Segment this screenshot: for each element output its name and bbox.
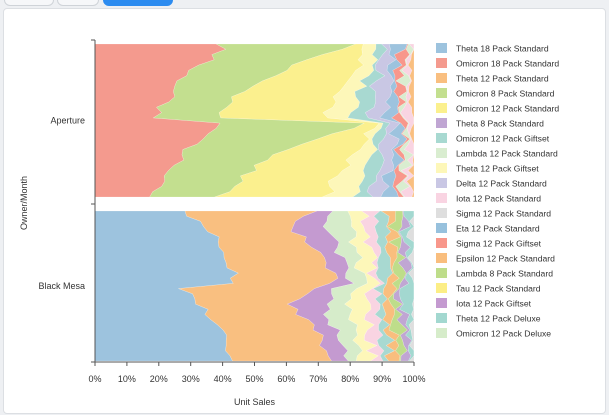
legend-label[interactable]: Sigma 12 Pack Giftset xyxy=(456,239,542,249)
category-labels: Aperture Black Mesa xyxy=(38,116,85,292)
category-label: Black Mesa xyxy=(38,281,85,291)
legend-label[interactable]: Iota 12 Pack Giftset xyxy=(456,299,532,309)
legend-swatch[interactable] xyxy=(436,268,447,278)
x-tick-label: 40% xyxy=(214,374,232,384)
legend-swatch[interactable] xyxy=(436,238,447,248)
legend-swatch[interactable] xyxy=(436,103,447,113)
legend-label[interactable]: Omicron 8 Pack Standard xyxy=(456,89,555,99)
area-band-theta-12-pack-standard-aperture xyxy=(406,44,415,198)
legend-swatch[interactable] xyxy=(436,298,447,308)
legend-label[interactable]: Theta 12 Pack Deluxe xyxy=(456,314,541,324)
x-tick-label: 0% xyxy=(88,374,101,384)
legend-swatch[interactable] xyxy=(436,118,447,128)
legend-swatch[interactable] xyxy=(436,73,447,83)
legend-label[interactable]: Tau 12 Pack Standard xyxy=(456,284,541,294)
legend-label[interactable]: Iota 12 Pack Standard xyxy=(456,194,541,204)
legend-swatch[interactable] xyxy=(436,148,447,158)
legend-swatch[interactable] xyxy=(436,58,447,68)
x-axis-ticks: 0% 10% 20% 30% 40% 50% 60% 70% 80% 90% 100% xyxy=(88,362,426,384)
x-tick-label: 80% xyxy=(341,374,359,384)
x-tick-label: 100% xyxy=(402,374,425,384)
legend-swatch[interactable] xyxy=(436,88,447,98)
legend-swatch[interactable] xyxy=(436,163,447,173)
legend-label[interactable]: Theta 18 Pack Standard xyxy=(456,44,549,54)
legend-label[interactable]: Theta 12 Pack Giftset xyxy=(456,164,539,174)
legend-label[interactable]: Theta 12 Pack Standard xyxy=(456,74,549,84)
legend-label[interactable]: Sigma 12 Pack Standard xyxy=(456,209,551,219)
legend-swatch[interactable] xyxy=(436,133,447,143)
legend-label[interactable]: Omicron 12 Pack Giftset xyxy=(456,134,550,144)
top-toolbar xyxy=(0,0,609,8)
legend-swatch[interactable] xyxy=(436,178,447,188)
x-tick-label: 50% xyxy=(245,374,263,384)
legend-swatch[interactable] xyxy=(436,313,447,323)
legend-swatch[interactable] xyxy=(436,253,447,263)
y-axis-title: Owner/Month xyxy=(19,176,29,230)
legend-swatch[interactable] xyxy=(436,43,447,53)
legend-label[interactable]: Omicron 12 Pack Deluxe xyxy=(456,329,551,339)
legend-label[interactable]: Lambda 12 Pack Standard xyxy=(456,149,558,159)
x-tick-label: 70% xyxy=(309,374,327,384)
x-axis-title: Unit Sales xyxy=(234,397,276,407)
legend-swatch[interactable] xyxy=(436,328,447,338)
x-tick-label: 30% xyxy=(182,374,200,384)
x-tick-label: 10% xyxy=(118,374,136,384)
x-tick-label: 60% xyxy=(277,374,295,384)
area-band-sigma-12-pack-standard-black-mesa xyxy=(406,211,415,362)
legend-swatch[interactable] xyxy=(436,223,447,233)
area-bands xyxy=(94,43,415,362)
legend-label[interactable]: Omicron 18 Pack Standard xyxy=(456,59,559,69)
x-tick-label: 20% xyxy=(150,374,168,384)
legend-label[interactable]: Eta 12 Pack Standard xyxy=(456,224,540,234)
x-tick-label: 90% xyxy=(373,374,391,384)
legend-swatch[interactable] xyxy=(436,193,447,203)
legend-label[interactable]: Theta 8 Pack Standard xyxy=(456,119,544,129)
legend-swatch[interactable] xyxy=(436,208,447,218)
legend-label[interactable]: Epsilon 12 Pack Standard xyxy=(456,254,555,264)
legend-label[interactable]: Delta 12 Pack Standard xyxy=(456,179,547,189)
legend-label[interactable]: Omicron 12 Pack Standard xyxy=(456,104,559,114)
legend-swatch[interactable] xyxy=(436,283,447,293)
category-label: Aperture xyxy=(50,116,85,126)
legend-label[interactable]: Lambda 8 Pack Standard xyxy=(456,269,553,279)
legend: Theta 18 Pack Standard Omicron 18 Pack St… xyxy=(436,43,559,339)
